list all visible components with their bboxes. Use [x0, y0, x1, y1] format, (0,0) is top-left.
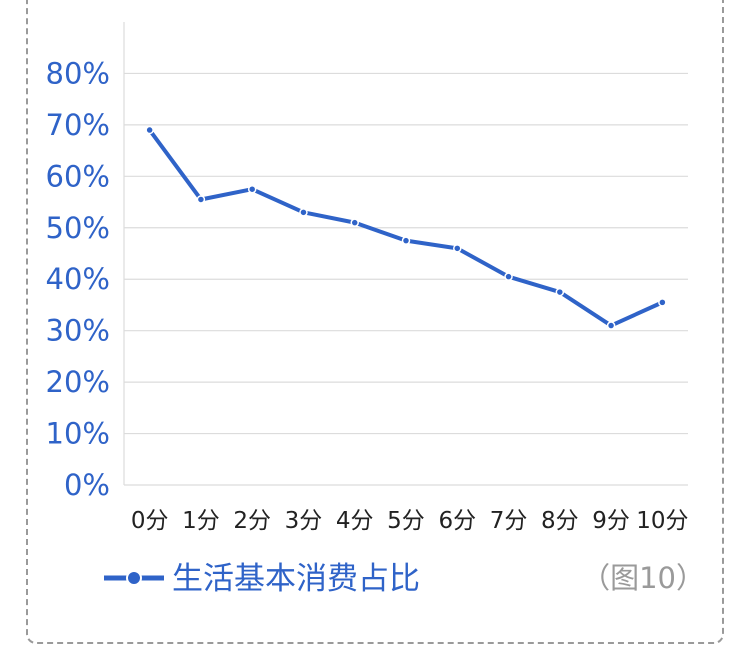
y-tick-label: 50% [46, 211, 110, 245]
gridlines [123, 22, 688, 486]
legend: 生活基本消费占比 [104, 561, 420, 597]
data-point [504, 272, 513, 281]
x-axis-ticks: 0分 1分 2分 3分 4分 5分 6分 7分 8分 9分 10分 [131, 508, 689, 534]
data-point [299, 208, 308, 217]
x-tick-label: 9分 [592, 508, 630, 534]
x-tick-label: 10分 [636, 508, 688, 534]
x-tick-label: 6分 [438, 508, 476, 534]
x-tick-label: 0分 [131, 508, 169, 534]
data-point [145, 125, 154, 135]
x-tick-label: 8分 [541, 508, 579, 534]
data-point [658, 298, 667, 307]
y-tick-label: 40% [46, 262, 110, 296]
y-tick-label: 10% [46, 417, 110, 451]
data-point [196, 195, 206, 204]
legend-label: 生活基本消费占比 [172, 561, 420, 597]
data-point [247, 184, 257, 194]
x-tick-label: 2分 [233, 508, 271, 534]
chart-frame [26, 0, 724, 644]
x-tick-label: 3分 [285, 508, 323, 534]
y-tick-label: 20% [46, 365, 110, 399]
x-tick-label: 7分 [490, 508, 528, 534]
y-tick-label: 30% [46, 314, 110, 348]
data-point [606, 321, 616, 330]
data-point [555, 287, 565, 297]
x-tick-label: 5分 [387, 508, 425, 534]
legend-marker [126, 570, 142, 586]
x-tick-label: 1分 [182, 508, 220, 534]
figure-caption: （图10） [581, 561, 705, 595]
y-tick-label: 80% [46, 56, 110, 90]
y-tick-label: 70% [46, 108, 110, 142]
data-point [453, 244, 462, 253]
data-point [350, 218, 359, 227]
series-line-group [145, 125, 667, 330]
y-tick-label: 0% [64, 468, 110, 502]
y-axis-ticks: 0% 10% 20% 30% 40% 50% 60% 70% 80% [46, 56, 110, 502]
x-tick-label: 4分 [336, 508, 374, 534]
y-tick-label: 60% [46, 159, 110, 193]
data-point [401, 236, 411, 245]
